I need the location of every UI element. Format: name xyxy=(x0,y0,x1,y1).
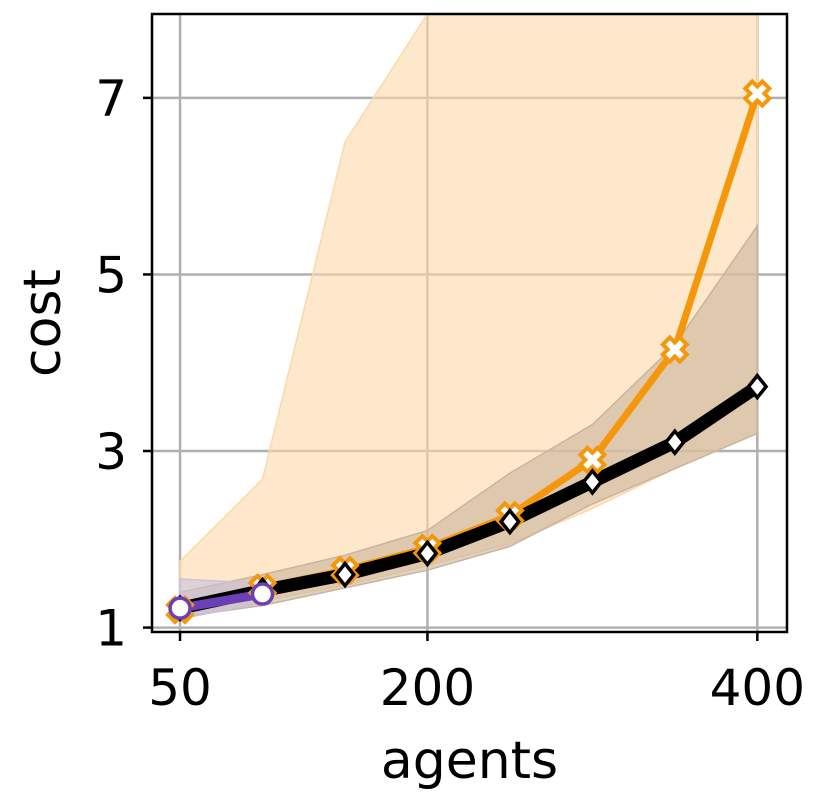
series-line-1 xyxy=(173,380,764,615)
y-tick-label: 5 xyxy=(95,246,127,304)
x-axis-label: agents xyxy=(381,731,558,791)
data-point xyxy=(659,334,690,365)
axis-ticks: 50 200 400 1 3 5 7 xyxy=(95,70,805,717)
y-tick-label: 7 xyxy=(95,70,127,128)
data-point xyxy=(746,372,769,401)
data-point xyxy=(333,560,357,589)
y-tick-label: 1 xyxy=(95,600,127,658)
data-point xyxy=(577,444,608,475)
data-point xyxy=(498,507,521,536)
data-point xyxy=(581,468,604,496)
x-tick-label: 50 xyxy=(148,659,212,717)
data-point xyxy=(416,539,439,568)
data-point xyxy=(663,428,686,457)
y-tick-label: 3 xyxy=(95,423,127,481)
data-point xyxy=(168,596,192,620)
data-point xyxy=(742,78,773,109)
y-axis-label: cost xyxy=(13,269,73,377)
series-markers xyxy=(165,78,773,625)
plot-frame xyxy=(150,12,789,634)
x-tick-label: 400 xyxy=(710,659,805,717)
x-tick-label: 200 xyxy=(380,659,475,717)
data-point xyxy=(250,582,275,606)
